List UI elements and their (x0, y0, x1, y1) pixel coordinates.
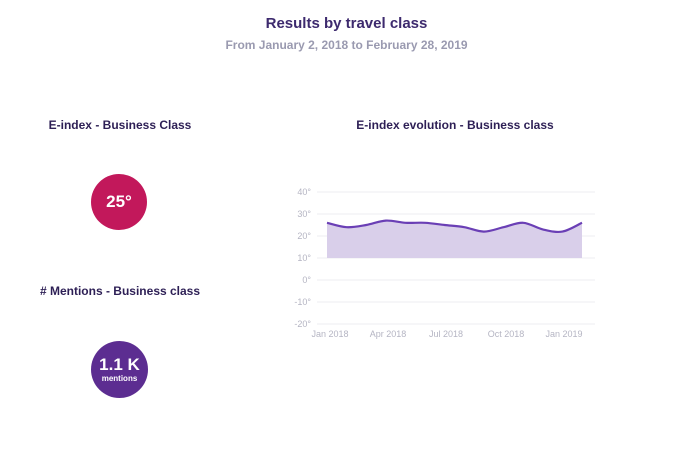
x-tick-label: Apr 2018 (370, 329, 407, 339)
eindex-value: 25° (106, 192, 132, 211)
y-tick-label: 20° (297, 231, 311, 241)
chart-title: E-index evolution - Business class (356, 118, 554, 132)
x-tick-label: Oct 2018 (488, 329, 525, 339)
mentions-value: 1.1 K (99, 354, 140, 374)
mentions-unit: mentions (101, 373, 138, 383)
eindex-value-badge: 25° (91, 174, 147, 230)
series-area (327, 220, 582, 258)
mentions-value-badge: 1.1 K mentions (91, 341, 148, 398)
eindex-evolution-chart: 40° 30° 20° 10° 0° -10° -20°Jan 2018 Apr 2018 Ju… (294, 187, 595, 339)
x-tick-label: Jan 2018 (311, 329, 348, 339)
y-tick-label: 0° (302, 275, 311, 285)
y-tick-label: -10° (294, 297, 311, 307)
date-range-subtitle: From January 2, 2018 to February 28, 201… (225, 38, 468, 52)
y-tick-label: -20° (294, 319, 311, 329)
x-tick-label: Jan 2019 (545, 329, 582, 339)
x-tick-label: Jul 2018 (429, 329, 463, 339)
mentions-panel-title: # Mentions - Business class (39, 284, 201, 298)
y-tick-label: 40° (297, 187, 311, 197)
y-tick-label: 30° (297, 209, 311, 219)
series-line (326, 219, 583, 234)
page-title: Results by travel class (265, 15, 428, 32)
y-tick-label: 10° (297, 253, 311, 263)
eindex-panel-title: E-index - Business Class (48, 118, 192, 132)
